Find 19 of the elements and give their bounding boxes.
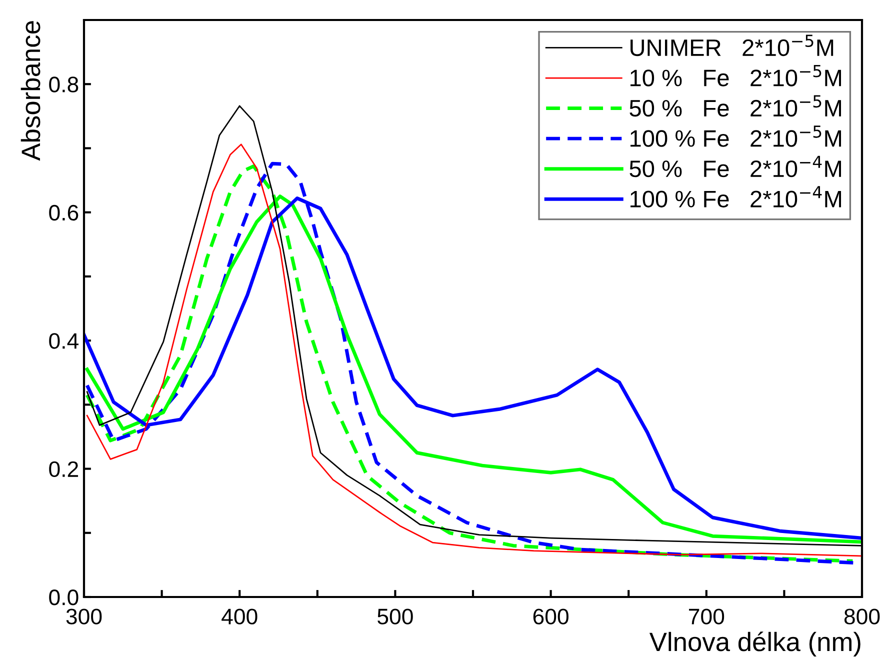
x-tick-label: 600 xyxy=(533,608,568,624)
legend-label: 100 % Fe 2*10$^{−4}$M xyxy=(630,186,842,208)
legend-label: 100 % Fe 2*10$^{−5}$M xyxy=(630,126,842,147)
x-tick-label: 300 xyxy=(66,608,102,624)
x-tick-label: 800 xyxy=(844,608,880,624)
y-tick-label: 0.2 xyxy=(49,461,78,478)
y-tick-label: 0.8 xyxy=(49,76,78,92)
legend-label: 10 % Fe 2*10$^{−5}$M xyxy=(630,65,841,86)
x-tick-label: 700 xyxy=(689,608,724,624)
y-tick-label: 0.4 xyxy=(49,333,78,349)
legend-label: 50 % Fe 2*10$^{−5}$M xyxy=(630,95,841,117)
y-tick-label: 0.0 xyxy=(49,590,78,606)
x-tick-label: 500 xyxy=(378,608,413,624)
y-axis-title: Absorbance xyxy=(20,21,40,161)
y-tick-label: 0.6 xyxy=(49,204,78,221)
x-tick-label: 400 xyxy=(222,608,258,624)
legend-label: 50 % Fe 2*10$^{−4}$M xyxy=(630,156,841,178)
x-axis-title: Vlnova délka (nm) xyxy=(649,632,860,656)
legend-label: UNIMER 2*10$^{−5}$M xyxy=(630,34,834,56)
